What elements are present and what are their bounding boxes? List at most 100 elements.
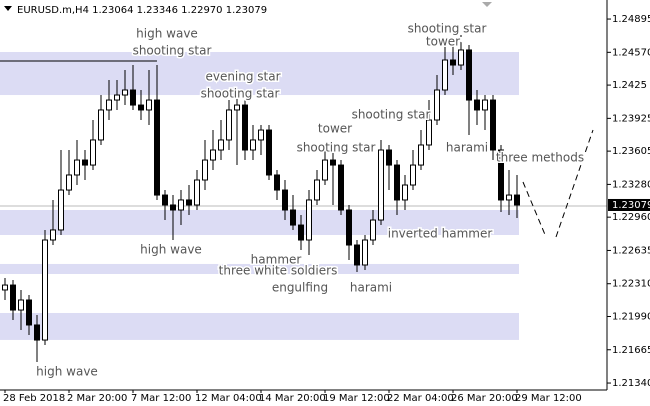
annotation: inverted hammer: [388, 227, 493, 241]
candle-body: [282, 189, 288, 211]
y-tick-label: 1.23280: [612, 179, 650, 190]
y-tick-label: 1.24895: [612, 14, 650, 25]
candle-body: [34, 324, 40, 341]
candle-body: [482, 99, 488, 111]
candle-body: [458, 49, 464, 66]
candle-body: [82, 159, 88, 166]
candle-body: [354, 244, 360, 266]
candle-body: [266, 129, 272, 176]
y-tick-label: 1.21665: [612, 345, 650, 356]
candle-body: [450, 59, 456, 66]
candle-body: [186, 199, 192, 206]
candle-body: [346, 209, 352, 246]
y-tick-label: 1.22960: [612, 212, 650, 223]
annotation: harami: [446, 141, 488, 155]
candle-body: [202, 159, 208, 181]
candle-body: [26, 299, 32, 326]
zone: [0, 313, 519, 340]
annotation: hammer: [251, 253, 302, 267]
candle-body: [506, 194, 512, 201]
last-price-label: 1.23079: [612, 200, 650, 211]
last-price-box: [608, 198, 650, 211]
x-tick-label: 22 Mar 04:00: [387, 393, 454, 404]
candle-body: [442, 59, 448, 91]
annotation: high wave: [140, 243, 202, 257]
axes: 1.24895 1.24570 1.2425 1.23925 1.23605 1.2328…: [3, 14, 650, 404]
annotation: high wave: [36, 365, 98, 379]
candle-body: [2, 284, 8, 291]
candle-body: [74, 159, 80, 176]
annotation: shooting star: [201, 87, 280, 101]
candle-body: [306, 199, 312, 241]
candle-body: [402, 184, 408, 201]
annotation: shooting star: [352, 108, 431, 122]
projection: [522, 129, 594, 238]
annotation: three methods: [496, 151, 584, 165]
y-tick-label: 1.23605: [612, 146, 650, 157]
candle-body: [290, 209, 296, 226]
candle-body: [490, 99, 496, 151]
candle-body: [386, 149, 392, 166]
candle-body: [10, 284, 16, 311]
candle-body: [234, 104, 240, 111]
x-tick-label: 29 Mar 12:00: [515, 393, 582, 404]
candle-body: [178, 199, 184, 211]
candle-body: [162, 194, 168, 206]
x-tick-label: 28 Feb 2018: [3, 393, 65, 404]
candle-body: [98, 109, 104, 141]
y-tick-label: 1.22635: [612, 245, 650, 256]
candle-body: [146, 99, 152, 111]
candle-body: [370, 219, 376, 241]
candles: [2, 35, 520, 363]
x-tick-label: 26 Mar 20:00: [451, 393, 518, 404]
candle-body: [138, 104, 144, 111]
candle-body: [474, 99, 480, 111]
candle-body: [322, 159, 328, 181]
annotation: engulfing: [272, 281, 328, 295]
candle-body: [330, 159, 336, 166]
candle-body: [226, 109, 232, 141]
candle-body: [154, 99, 160, 196]
shift-marker: [482, 2, 492, 7]
candle-body: [170, 204, 176, 211]
candle-body: [298, 224, 304, 241]
x-tick-label: 2 Mar 20:00: [67, 393, 127, 404]
zone: [0, 263, 519, 274]
candle-body: [498, 149, 504, 201]
annotations: high wave shooting star evening star shooti…: [35, 20, 586, 380]
candle-body: [434, 89, 440, 121]
candle-body: [50, 229, 56, 241]
y-tick-label: 1.21990: [612, 311, 650, 322]
annotation: shooting star: [408, 22, 487, 36]
menu-arrow: [4, 6, 12, 11]
annotation: shooting star: [133, 44, 212, 58]
annotation: evening star: [205, 70, 280, 84]
candle-body: [378, 149, 384, 221]
annotation: harami: [350, 281, 392, 295]
header: EURUSD.m,H4 1.23064 1.23346 1.22970 1.23…: [17, 5, 267, 16]
candle-body: [394, 164, 400, 201]
annotation: three white soldiers: [219, 264, 338, 278]
x-tick-label: 14 Mar 20:00: [259, 393, 326, 404]
candle-body: [218, 139, 224, 151]
candle-body: [314, 179, 320, 201]
candle-body: [258, 129, 264, 141]
annotation: high wave: [136, 27, 198, 41]
y-tick-label: 1.23925: [612, 113, 650, 124]
candle-body: [274, 174, 280, 191]
candle-body: [250, 139, 256, 151]
x-tick-label: 19 Mar 12:00: [323, 393, 390, 404]
candle-body: [18, 299, 24, 311]
candle-body: [426, 119, 432, 146]
annotation: tower: [426, 35, 460, 49]
candle-body: [58, 189, 64, 231]
y-tick-label: 1.2425: [612, 80, 647, 91]
candle-body: [66, 174, 72, 191]
annotation: tower: [318, 122, 352, 136]
candle-body: [210, 149, 216, 161]
zone: [0, 210, 519, 235]
candle-body: [514, 194, 520, 206]
candle-body: [130, 89, 136, 106]
y-tick-label: 1.21340: [612, 378, 650, 389]
